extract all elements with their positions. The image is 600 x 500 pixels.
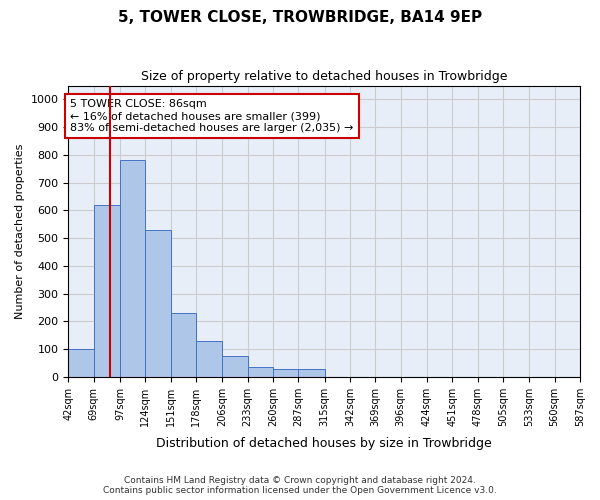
Y-axis label: Number of detached properties: Number of detached properties: [15, 144, 25, 319]
Bar: [68, 349, 94, 377]
Bar: [273, 370, 298, 377]
Bar: [298, 369, 325, 377]
Bar: [94, 205, 120, 377]
Title: Size of property relative to detached houses in Trowbridge: Size of property relative to detached ho…: [141, 70, 508, 83]
Text: 5 TOWER CLOSE: 86sqm
← 16% of detached houses are smaller (399)
83% of semi-deta: 5 TOWER CLOSE: 86sqm ← 16% of detached h…: [70, 100, 353, 132]
Bar: [222, 356, 248, 377]
Bar: [196, 340, 222, 377]
Bar: [145, 230, 170, 377]
Bar: [170, 313, 196, 377]
X-axis label: Distribution of detached houses by size in Trowbridge: Distribution of detached houses by size …: [156, 437, 492, 450]
Text: Contains HM Land Registry data © Crown copyright and database right 2024.
Contai: Contains HM Land Registry data © Crown c…: [103, 476, 497, 495]
Text: 5, TOWER CLOSE, TROWBRIDGE, BA14 9EP: 5, TOWER CLOSE, TROWBRIDGE, BA14 9EP: [118, 10, 482, 25]
Bar: [120, 160, 145, 377]
Bar: [248, 367, 273, 377]
